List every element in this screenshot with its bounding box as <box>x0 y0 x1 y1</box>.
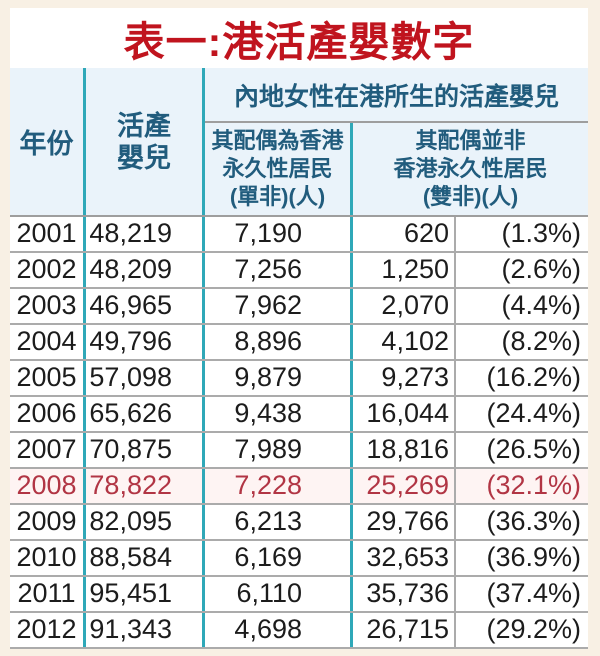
cell-live-births: 57,098 <box>86 361 205 395</box>
cell-live-births: 48,219 <box>86 217 205 251</box>
table-row: 2006 65,626 9,438 16,044 (24.4%) <box>10 397 588 433</box>
cell-double-non: 29,766 <box>353 505 456 539</box>
cell-double-non-pct: (4.4%) <box>501 290 581 320</box>
cell-live-births: 46,965 <box>86 289 205 323</box>
table-body: 2001 48,219 7,190 620 (1.3%) 2002 48,209… <box>10 217 588 649</box>
cell-double-non-pct: (8.2%) <box>501 326 581 356</box>
cell-double-non: 1,250 <box>353 253 456 287</box>
cell-single-non: 7,962 <box>205 289 353 323</box>
cell-double-non-pct: (36.3%) <box>486 506 581 536</box>
cell-single-non: 4,698 <box>205 613 353 647</box>
table-row: 2005 57,098 9,879 9,273 (16.2%) <box>10 361 588 397</box>
cell-year: 2004 <box>10 325 86 359</box>
cell-year: 2001 <box>10 217 86 251</box>
cell-double-non: 4,102 <box>353 325 456 359</box>
cell-live-births: 88,584 <box>86 541 205 575</box>
table-row: 2012 91,343 4,698 26,715 (29.2%) <box>10 613 588 649</box>
table-row: 2011 95,451 6,110 35,736 (37.4%) <box>10 577 588 613</box>
cell-double-non-pct: (2.6%) <box>501 254 581 284</box>
cell-double-non: 32,653 <box>353 541 456 575</box>
header-mainland-group-title: 內地女性在港所生的活產嬰兒 <box>205 68 588 123</box>
cell-double-non: 26,715 <box>353 613 456 647</box>
cell-live-births: 48,209 <box>86 253 205 287</box>
cell-live-births: 95,451 <box>86 577 205 611</box>
cell-single-non: 7,256 <box>205 253 353 287</box>
cell-live-births: 70,875 <box>86 433 205 467</box>
table-row: 2008 78,822 7,228 25,269 (32.1%) <box>10 469 588 505</box>
cell-double-non: 2,070 <box>353 289 456 323</box>
cell-year: 2007 <box>10 433 86 467</box>
table-row: 2002 48,209 7,256 1,250 (2.6%) <box>10 253 588 289</box>
header-mainland-group: 內地女性在港所生的活產嬰兒 其配偶為香港 永久性居民 (單非)(人) 其配偶並非… <box>205 68 588 215</box>
header-double-non-line2: 香港永久性居民 <box>393 156 548 181</box>
cell-single-non: 7,190 <box>205 217 353 251</box>
header-live-births: 活產 嬰兒 <box>86 68 205 215</box>
cell-single-non: 8,896 <box>205 325 353 359</box>
cell-single-non: 7,989 <box>205 433 353 467</box>
table-row: 2003 46,965 7,962 2,070 (4.4%) <box>10 289 588 325</box>
figure-title: 表一:港活產嬰數字 <box>123 19 475 65</box>
cell-year: 2009 <box>10 505 86 539</box>
table-row: 2010 88,584 6,169 32,653 (36.9%) <box>10 541 588 577</box>
table-row: 2001 48,219 7,190 620 (1.3%) <box>10 217 588 253</box>
cell-year: 2010 <box>10 541 86 575</box>
cell-single-non: 6,169 <box>205 541 353 575</box>
cell-single-non: 7,228 <box>205 469 353 503</box>
table-row: 2004 49,796 8,896 4,102 (8.2%) <box>10 325 588 361</box>
header-live-births-line1: 活產 <box>117 110 171 141</box>
cell-live-births: 91,343 <box>86 613 205 647</box>
cell-double-non-pct: (36.9%) <box>486 542 581 572</box>
header-double-non-line3: (雙非)(人) <box>422 184 519 209</box>
cell-single-non: 9,879 <box>205 361 353 395</box>
table-row: 2009 82,095 6,213 29,766 (36.3%) <box>10 505 588 541</box>
cell-double-non-pct: (32.1%) <box>486 470 581 500</box>
title-band: 表一:港活產嬰數字 <box>10 8 588 68</box>
cell-double-non-pct: (16.2%) <box>486 362 581 392</box>
table-row: 2007 70,875 7,989 18,816 (26.5%) <box>10 433 588 469</box>
cell-double-non: 620 <box>353 217 456 251</box>
cell-live-births: 78,822 <box>86 469 205 503</box>
cell-live-births: 65,626 <box>86 397 205 431</box>
header-single-non-line2: 永久性居民 <box>222 156 333 181</box>
header-double-non: 其配偶並非 香港永久性居民 (雙非)(人) <box>353 123 588 215</box>
cell-year: 2006 <box>10 397 86 431</box>
cell-double-non: 35,736 <box>353 577 456 611</box>
cell-year: 2011 <box>10 577 86 611</box>
cell-double-non-pct: (1.3%) <box>501 218 581 248</box>
header-year: 年份 <box>10 68 86 215</box>
cell-double-non: 25,269 <box>353 469 456 503</box>
header-single-non: 其配偶為香港 永久性居民 (單非)(人) <box>205 123 353 215</box>
header-single-non-line3: (單非)(人) <box>229 184 326 209</box>
cell-double-non: 9,273 <box>353 361 456 395</box>
cell-double-non: 16,044 <box>353 397 456 431</box>
header-double-non-line1: 其配偶並非 <box>415 128 526 153</box>
cell-year: 2008 <box>10 469 86 503</box>
cell-live-births: 49,796 <box>86 325 205 359</box>
table-header: 年份 活產 嬰兒 內地女性在港所生的活產嬰兒 其配偶為香港 永久性居民 (單非)… <box>10 68 588 217</box>
cell-single-non: 6,110 <box>205 577 353 611</box>
cell-double-non-pct: (37.4%) <box>486 578 581 608</box>
cell-year: 2002 <box>10 253 86 287</box>
cell-double-non-pct: (24.4%) <box>486 398 581 428</box>
cell-year: 2003 <box>10 289 86 323</box>
cell-double-non-pct: (29.2%) <box>486 614 581 644</box>
cell-year: 2012 <box>10 613 86 647</box>
table-figure: 表一:港活產嬰數字 年份 活產 嬰兒 內地女性在港所生的活產嬰兒 其配偶為香港 … <box>10 8 588 649</box>
cell-double-non-pct: (26.5%) <box>486 434 581 464</box>
cell-single-non: 9,438 <box>205 397 353 431</box>
cell-single-non: 6,213 <box>205 505 353 539</box>
cell-live-births: 82,095 <box>86 505 205 539</box>
cell-double-non: 18,816 <box>353 433 456 467</box>
header-live-births-line2: 嬰兒 <box>117 142 171 173</box>
header-single-non-line1: 其配偶為香港 <box>211 128 344 153</box>
cell-year: 2005 <box>10 361 86 395</box>
header-mainland-subcolumns: 其配偶為香港 永久性居民 (單非)(人) 其配偶並非 香港永久性居民 (雙非)(… <box>205 123 588 215</box>
